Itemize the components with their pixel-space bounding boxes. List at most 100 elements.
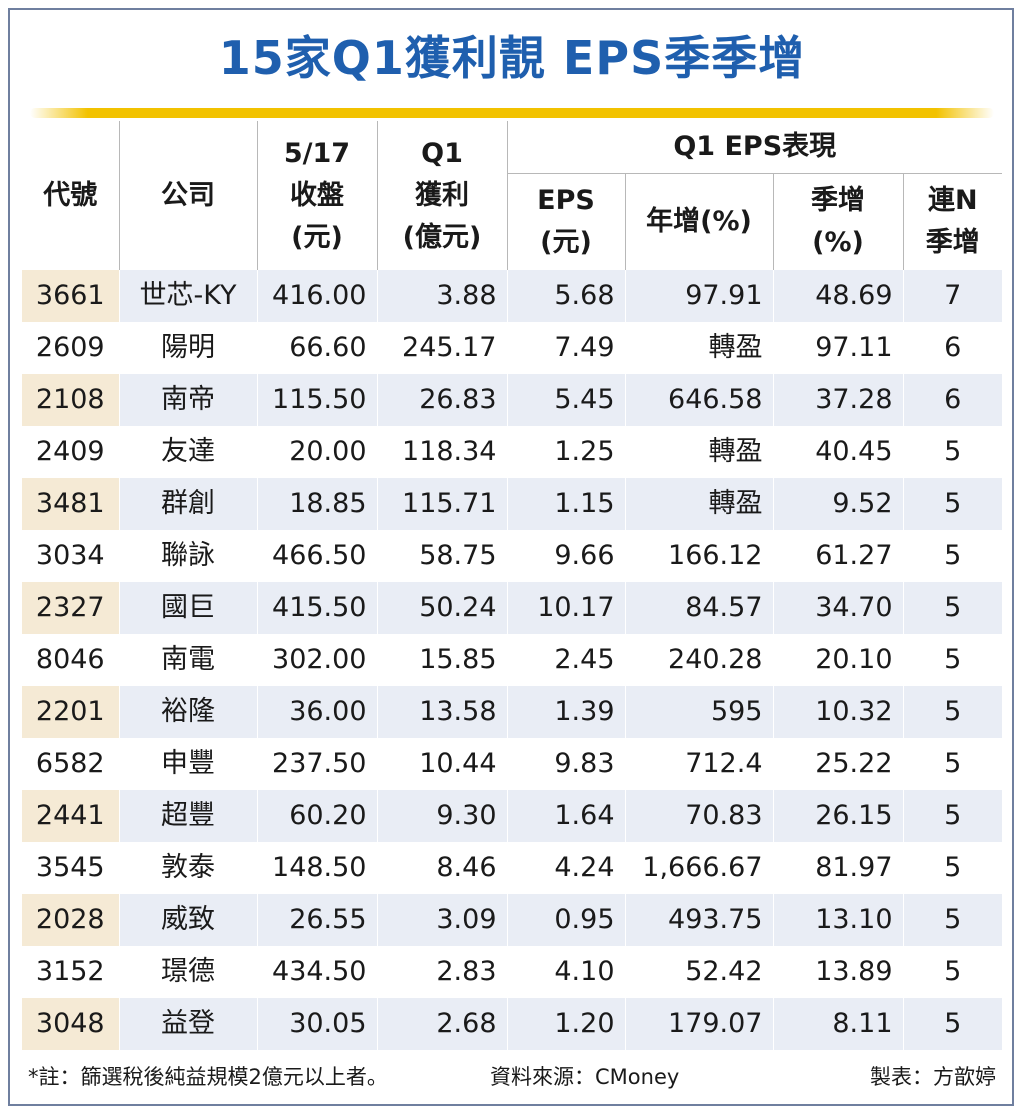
cell-qoq: 13.10 xyxy=(773,894,904,946)
header-close: 5/17 收盤 (元) xyxy=(257,121,378,270)
cell-streak: 5 xyxy=(903,790,1003,842)
cell-profit: 50.24 xyxy=(377,582,508,634)
cell-company: 南帝 xyxy=(119,374,258,426)
table-row: 8046 南電 302.00 15.85 2.45 240.28 20.10 5 xyxy=(22,634,1002,686)
cell-eps: 10.17 xyxy=(507,582,626,634)
title-underline xyxy=(30,108,994,118)
cell-yoy: 646.58 xyxy=(625,374,774,426)
cell-eps: 1.15 xyxy=(507,478,626,530)
cell-qoq: 9.52 xyxy=(773,478,904,530)
cell-streak: 5 xyxy=(903,582,1003,634)
cell-qoq: 34.70 xyxy=(773,582,904,634)
cell-company: 聯詠 xyxy=(119,530,258,582)
table-row: 2441 超豐 60.20 9.30 1.64 70.83 26.15 5 xyxy=(22,790,1003,842)
cell-profit: 26.83 xyxy=(377,374,508,426)
table-row: 3048 益登 30.05 2.68 1.20 179.07 8.11 5 xyxy=(22,998,1003,1050)
cell-streak: 5 xyxy=(903,478,1003,530)
header-yoy: 年增(%) xyxy=(625,173,774,270)
cell-eps: 1.39 xyxy=(507,686,626,738)
cell-eps: 7.49 xyxy=(507,322,626,374)
cell-qoq: 61.27 xyxy=(773,530,904,582)
cell-eps: 1.64 xyxy=(507,790,626,842)
header-profit-line3: (億元) xyxy=(402,221,482,253)
header-close-line1: 5/17 xyxy=(283,137,351,169)
table-row: 3034 聯詠 466.50 58.75 9.66 166.12 61.27 5 xyxy=(22,530,1002,582)
footer-author: 製表：方歆婷 xyxy=(870,1065,996,1089)
cell-eps: 5.68 xyxy=(507,270,626,322)
cell-yoy: 轉盈 xyxy=(625,426,774,478)
header-qoq-line1: 季增 xyxy=(811,185,865,216)
header-streak-line2: 季增 xyxy=(925,227,980,258)
cell-close: 30.05 xyxy=(257,998,378,1050)
cell-eps: 1.20 xyxy=(507,998,626,1050)
cell-code: 8046 xyxy=(22,634,120,686)
cell-qoq: 8.11 xyxy=(773,998,904,1050)
table-row: 2108 南帝 115.50 26.83 5.45 646.58 37.28 6 xyxy=(22,374,1003,426)
cell-profit: 15.85 xyxy=(377,634,508,686)
table-row: 2028 威致 26.55 3.09 0.95 493.75 13.10 5 xyxy=(22,894,1003,946)
table-row: 2327 國巨 415.50 50.24 10.17 84.57 34.70 5 xyxy=(22,582,1003,634)
cell-code: 6582 xyxy=(22,738,120,790)
cell-company: 國巨 xyxy=(119,582,258,634)
cell-streak: 5 xyxy=(903,998,1003,1050)
cell-yoy: 240.28 xyxy=(625,634,774,686)
cell-code: 3545 xyxy=(22,842,120,894)
cell-close: 18.85 xyxy=(257,478,378,530)
header-eps: EPS (元) xyxy=(507,173,626,270)
cell-yoy: 轉盈 xyxy=(625,322,774,374)
cell-code: 2327 xyxy=(22,582,120,634)
cell-code: 2201 xyxy=(22,686,120,738)
cell-yoy: 轉盈 xyxy=(625,478,774,530)
header-close-line3: (元) xyxy=(291,221,343,253)
header-streak-line1: 連N xyxy=(927,185,978,216)
header-qoq: 季增 (%) xyxy=(773,173,904,270)
cell-profit: 2.68 xyxy=(377,998,508,1050)
cell-company: 南電 xyxy=(119,634,258,686)
cell-eps: 9.83 xyxy=(507,738,626,790)
header-profit: Q1 獲利 (億元) xyxy=(377,121,508,270)
cell-profit: 245.17 xyxy=(377,322,508,374)
cell-qoq: 40.45 xyxy=(773,426,904,478)
header-profit-line2: 獲利 xyxy=(415,179,469,211)
header-company: 公司 xyxy=(119,121,258,270)
header-eps-line1: EPS xyxy=(537,185,595,216)
cell-qoq: 20.10 xyxy=(773,634,904,686)
cell-code: 2028 xyxy=(22,894,120,946)
cell-qoq: 48.69 xyxy=(773,270,904,322)
cell-close: 148.50 xyxy=(257,842,378,894)
cell-profit: 9.30 xyxy=(377,790,508,842)
cell-company: 璟德 xyxy=(119,946,258,998)
cell-profit: 13.58 xyxy=(377,686,508,738)
table-row: 2609 陽明 66.60 245.17 7.49 轉盈 97.11 6 xyxy=(22,322,1002,374)
cell-code: 3481 xyxy=(22,478,120,530)
header-qoq-line2: (%) xyxy=(812,227,864,258)
cell-close: 302.00 xyxy=(257,634,378,686)
cell-qoq: 10.32 xyxy=(773,686,904,738)
cell-profit: 3.09 xyxy=(377,894,508,946)
table-row: 3152 璟德 434.50 2.83 4.10 52.42 13.89 5 xyxy=(22,946,1002,998)
cell-code: 3034 xyxy=(22,530,120,582)
header-code: 代號 xyxy=(22,121,120,270)
cell-streak: 5 xyxy=(944,644,962,675)
cell-code: 3661 xyxy=(22,270,120,322)
cell-qoq: 25.22 xyxy=(773,738,904,790)
cell-close: 36.00 xyxy=(257,686,378,738)
cell-close: 416.00 xyxy=(257,270,378,322)
cell-streak: 7 xyxy=(903,270,1003,322)
cell-streak: 5 xyxy=(944,852,962,883)
cell-qoq: 26.15 xyxy=(773,790,904,842)
header-close-line2: 收盤 xyxy=(290,179,344,211)
cell-code: 2609 xyxy=(22,322,120,374)
cell-streak: 5 xyxy=(944,748,962,779)
cell-code: 2441 xyxy=(22,790,120,842)
cell-profit: 3.88 xyxy=(377,270,508,322)
cell-close: 237.50 xyxy=(257,738,378,790)
cell-company: 陽明 xyxy=(119,322,258,374)
cell-yoy: 97.91 xyxy=(625,270,774,322)
cell-profit: 58.75 xyxy=(377,530,508,582)
cell-eps: 9.66 xyxy=(507,530,626,582)
header-eps-line2: (元) xyxy=(540,227,592,258)
header-profit-line1: Q1 xyxy=(421,137,463,169)
cell-eps: 0.95 xyxy=(507,894,626,946)
table-row: 3481 群創 18.85 115.71 1.15 轉盈 9.52 5 xyxy=(22,478,1003,530)
